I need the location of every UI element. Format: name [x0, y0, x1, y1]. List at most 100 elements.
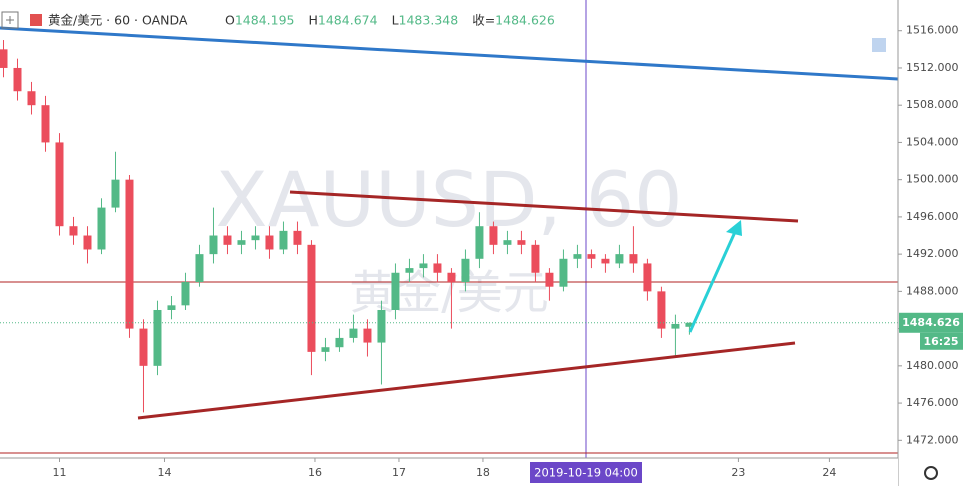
candle-body [447, 272, 456, 283]
trend-line [0, 26, 899, 81]
ohlc-legend: O 1484.195 H 1484.674 L 1483.348 收= 1484.626 [225, 13, 555, 28]
y-tick-label: 1476.000 [906, 396, 959, 409]
x-tick-label: 14 [157, 466, 171, 479]
y-tick-label: 1500.000 [906, 173, 959, 186]
y-tick-label: 1480.000 [906, 359, 959, 372]
watermark: XAUUSD, 60 [215, 155, 682, 244]
status-icon [30, 14, 42, 26]
candle-body [629, 254, 638, 264]
candle-body [573, 254, 582, 259]
candle-body [419, 263, 428, 269]
candle-body [321, 347, 330, 352]
candle-body [0, 49, 8, 68]
candle-body [335, 337, 344, 348]
y-tick-label: 1496.000 [906, 210, 959, 223]
y-tick-label: 1492.000 [906, 247, 959, 260]
x-tick-label: 18 [476, 466, 490, 479]
candle-body [405, 268, 414, 273]
candle-body [41, 105, 50, 143]
candle-body [69, 226, 78, 236]
candle-body [293, 230, 302, 245]
candle-body [671, 323, 680, 329]
crosshair-label: 2019-10-19 04:00 [534, 466, 638, 480]
candle-body [643, 263, 652, 292]
trend-line [289, 190, 799, 223]
y-tick-label: 1504.000 [906, 135, 959, 148]
x-tick-label: 17 [392, 466, 406, 479]
legend-value: 1484.626 [495, 13, 555, 28]
candle-body [55, 142, 64, 227]
candle-body [349, 328, 358, 338]
x-tick-label: 24 [822, 466, 836, 479]
y-tick-label: 1516.000 [906, 24, 959, 37]
legend-label: L [392, 13, 399, 28]
symbol-legend: 黄金/美元 · 60 · OANDA [48, 13, 188, 28]
candle-body [27, 91, 36, 106]
candle-body [601, 258, 610, 264]
last-price-box [899, 312, 963, 333]
time-axis [0, 458, 898, 486]
y-tick-label: 1512.000 [906, 61, 959, 74]
y-tick-label: 1488.000 [906, 284, 959, 297]
candle-body [223, 235, 232, 245]
collapse-icon[interactable] [1, 11, 19, 29]
candle-body [265, 235, 274, 250]
candle-body [531, 244, 540, 273]
x-tick-label: 16 [308, 466, 322, 479]
candle-body [251, 235, 260, 241]
candle-body [195, 254, 204, 283]
crosshair-label-box [530, 462, 642, 483]
axes: 1472.0001476.0001480.0001484.0001488.000… [52, 24, 963, 479]
y-tick-label: 1508.000 [906, 98, 959, 111]
candles [0, 40, 898, 413]
candle-body [587, 254, 596, 259]
price-axis [898, 0, 965, 486]
candle-body [209, 235, 218, 255]
candle-body [461, 258, 470, 283]
timer: 16:25 [923, 335, 958, 348]
settings-icon[interactable] [924, 466, 938, 480]
drawings [137, 190, 799, 420]
legend-label: H [309, 13, 318, 28]
candle-body [517, 240, 526, 245]
candle-body [307, 244, 316, 352]
candle-body [125, 179, 134, 329]
candle-body [545, 272, 554, 287]
timer-box [920, 332, 963, 350]
candle-body [559, 258, 568, 287]
candle-body [83, 235, 92, 250]
candle-body [13, 67, 22, 92]
legend-value: 1484.674 [318, 13, 378, 28]
candle-body [489, 226, 498, 245]
legend-value: 1484.195 [235, 13, 295, 28]
last-price: 1484.626 [902, 316, 960, 329]
plot-area: XAUUSD, 60 黄金/美元 [0, 0, 899, 458]
legend-label: 收= [472, 13, 495, 28]
legend-value: 1483.348 [399, 13, 459, 28]
arrow-head [726, 220, 742, 236]
candle-body [237, 240, 246, 245]
arrow [688, 231, 737, 333]
legend-label: O [225, 13, 235, 28]
candle-body [503, 240, 512, 245]
x-tick-label: 11 [52, 466, 66, 479]
candle-body [685, 322, 694, 327]
candle-body [139, 328, 148, 366]
candle-body [657, 291, 666, 329]
candle-body [167, 305, 176, 310]
scale-icon[interactable] [872, 38, 886, 52]
candle-body [181, 282, 190, 306]
x-tick-label: 23 [731, 466, 745, 479]
candle-body [377, 309, 386, 343]
y-tick-label: 1472.000 [906, 433, 959, 446]
candle-body [111, 179, 120, 208]
candle-body [433, 263, 442, 273]
candle-body [475, 226, 484, 259]
candle-body [153, 309, 162, 366]
candle-body [615, 254, 624, 264]
candle-body [391, 272, 400, 310]
candle-body [363, 328, 372, 343]
candle-body [279, 230, 288, 250]
candle-body [97, 207, 106, 250]
